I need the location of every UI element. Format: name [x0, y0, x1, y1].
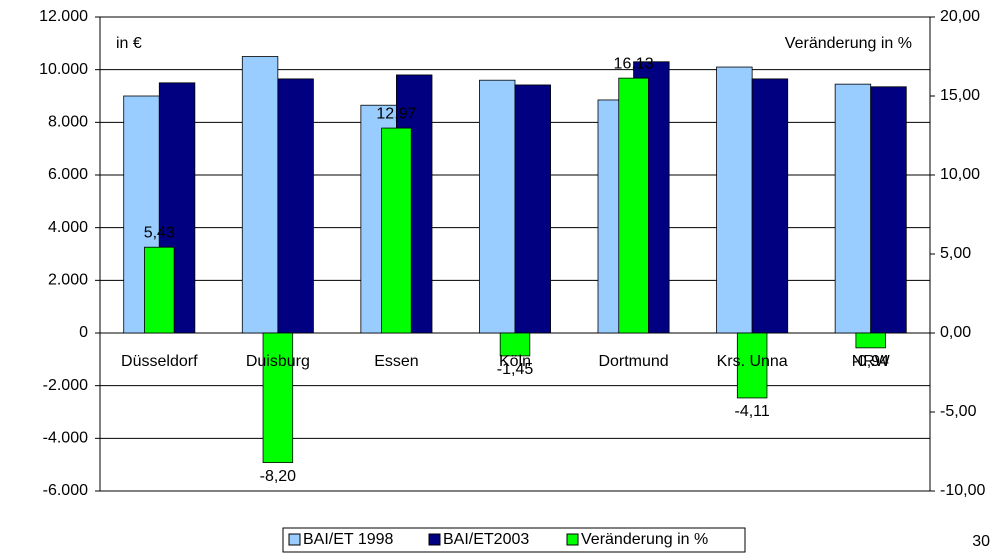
y2-tick-label: 10,00	[940, 166, 980, 183]
annotation: Veränderung in %	[785, 35, 912, 52]
legend-box	[282, 527, 746, 553]
y-tick-label: 10.000	[39, 61, 88, 78]
bar	[144, 246, 175, 334]
bar	[277, 78, 314, 334]
bar	[751, 78, 789, 334]
y-tick-label: 2.000	[48, 272, 88, 289]
bar	[834, 83, 872, 334]
page-number: 30	[972, 533, 990, 550]
legend-swatch	[288, 533, 301, 546]
legend-label: BAI/ET2003	[443, 531, 529, 548]
data-label: 12,97	[376, 105, 416, 122]
y-tick-label: -6.000	[43, 482, 88, 499]
y-tick-label: 0	[79, 324, 88, 341]
legend-label: Veränderung in %	[581, 531, 708, 548]
y-tick-label: 6.000	[48, 166, 88, 183]
bar	[716, 66, 753, 334]
y2-tick-label: 5,00	[940, 245, 971, 262]
x-tick-label: Dortmund	[598, 353, 668, 370]
x-tick-label: Krs. Unna	[717, 353, 788, 370]
bar	[618, 77, 649, 334]
y2-tick-label: -10,00	[940, 482, 985, 499]
legend-label: BAI/ET 1998	[303, 531, 394, 548]
y-tick-label: 4.000	[48, 219, 88, 236]
x-tick-label: NRW	[852, 353, 891, 370]
bar	[241, 56, 279, 334]
annotation: in €	[116, 35, 142, 52]
bar	[855, 332, 886, 349]
bar	[381, 127, 412, 334]
data-label: -1,45	[497, 361, 534, 378]
x-tick-label: Düsseldorf	[121, 353, 198, 370]
y2-tick-label: 20,00	[940, 8, 980, 25]
data-label: -4,11	[735, 403, 770, 420]
data-label: -8,20	[260, 468, 297, 485]
y-tick-label: -2.000	[43, 377, 88, 394]
y-tick-label: 8.000	[48, 114, 88, 131]
data-label: 5,43	[144, 224, 175, 241]
bar	[499, 332, 531, 357]
bar	[736, 332, 768, 399]
data-label: 16,13	[614, 55, 654, 72]
y2-tick-label: -5,00	[940, 403, 977, 420]
bar	[870, 86, 907, 334]
y2-tick-label: 0,00	[940, 324, 971, 341]
bar	[479, 79, 516, 334]
x-tick-label: Duisburg	[246, 353, 310, 370]
legend-swatch	[428, 533, 441, 546]
x-tick-label: Essen	[374, 353, 418, 370]
bar	[262, 332, 294, 463]
y2-tick-label: 15,00	[940, 87, 980, 104]
y-tick-label: 12.000	[39, 8, 88, 25]
legend-swatch	[566, 533, 579, 546]
y-tick-label: -4.000	[43, 430, 88, 447]
x-tick-label: Köln	[499, 353, 531, 370]
data-label: -0,94	[852, 353, 889, 370]
bar	[514, 84, 551, 334]
